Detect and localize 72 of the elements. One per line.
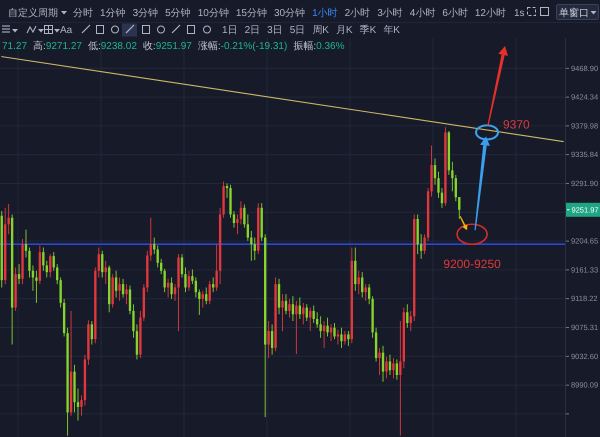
candlestick	[392, 358, 395, 379]
candlestick	[292, 296, 294, 322]
annotation: 收:9251.97	[142, 41, 192, 52]
text: 10分钟	[198, 7, 229, 19]
text: 6小时	[442, 7, 468, 19]
candlestick	[410, 310, 412, 332]
candlestick	[330, 324, 332, 342]
candlestick	[406, 304, 408, 328]
text: 自定义周期	[8, 7, 58, 19]
candlestick	[49, 254, 52, 278]
candlestick	[295, 300, 298, 354]
text: 分时	[73, 7, 93, 19]
candlestick	[312, 305, 315, 324]
candlestick	[212, 277, 214, 293]
text: 5日	[290, 25, 306, 36]
candlestick	[354, 247, 356, 292]
candlestick	[208, 280, 211, 305]
text: 2小时	[344, 7, 370, 19]
candlestick	[118, 277, 121, 302]
candlestick	[90, 320, 94, 346]
annotation: 71.27	[2, 41, 28, 52]
candlestick	[306, 304, 308, 322]
candlestick	[270, 324, 274, 356]
candlestick	[205, 287, 208, 305]
text: 2日	[244, 25, 260, 36]
candlestick	[344, 330, 346, 346]
candlestick	[309, 307, 312, 332]
annotation: 9370	[503, 117, 530, 132]
candlestick	[202, 290, 204, 308]
candlestick	[267, 320, 270, 359]
candlestick	[188, 270, 190, 292]
text: 4小时	[410, 7, 436, 19]
candlestick	[361, 272, 364, 298]
text: 30分钟	[274, 7, 306, 19]
text: Aa	[60, 25, 73, 36]
candlestick	[347, 330, 350, 346]
text: 5分钟	[165, 7, 191, 19]
text: 月K	[336, 25, 353, 36]
text: 3小时	[377, 7, 403, 19]
candlestick	[340, 327, 343, 348]
candlestick	[302, 302, 304, 325]
annotation: 涨幅:-0.21%(-19.31)	[198, 40, 288, 52]
text: 15分钟	[236, 7, 267, 19]
text: 1小时	[312, 7, 338, 19]
candlestick	[319, 316, 322, 338]
candlestick	[114, 270, 118, 298]
candlestick	[170, 277, 173, 300]
candlestick	[101, 250, 104, 278]
candlestick	[322, 320, 326, 348]
text: 1分钟	[100, 7, 126, 19]
candlestick	[166, 278, 170, 298]
candlestick	[396, 358, 398, 380]
candlestick	[18, 264, 20, 285]
text: 1日	[222, 25, 238, 36]
text: 1s	[514, 8, 525, 19]
text: 3分钟	[132, 7, 158, 19]
candlestick	[104, 260, 107, 285]
candlestick	[364, 284, 367, 302]
text: 3日	[267, 25, 283, 36]
annotation: 高:9271.27	[33, 40, 82, 52]
text: 年K	[383, 24, 400, 36]
candlestick	[42, 247, 45, 272]
text: 12小时	[474, 7, 506, 19]
candlestick	[153, 237, 156, 255]
text: 周K	[312, 25, 330, 36]
text: 单窗口	[559, 7, 589, 19]
annotation: 低:9238.02	[88, 41, 138, 52]
text: 季K	[360, 24, 377, 36]
annotation: 9200-9250	[443, 257, 502, 272]
annotation: 振幅:0.36%	[293, 40, 345, 52]
candlestick	[358, 270, 360, 295]
candlestick	[298, 297, 302, 320]
